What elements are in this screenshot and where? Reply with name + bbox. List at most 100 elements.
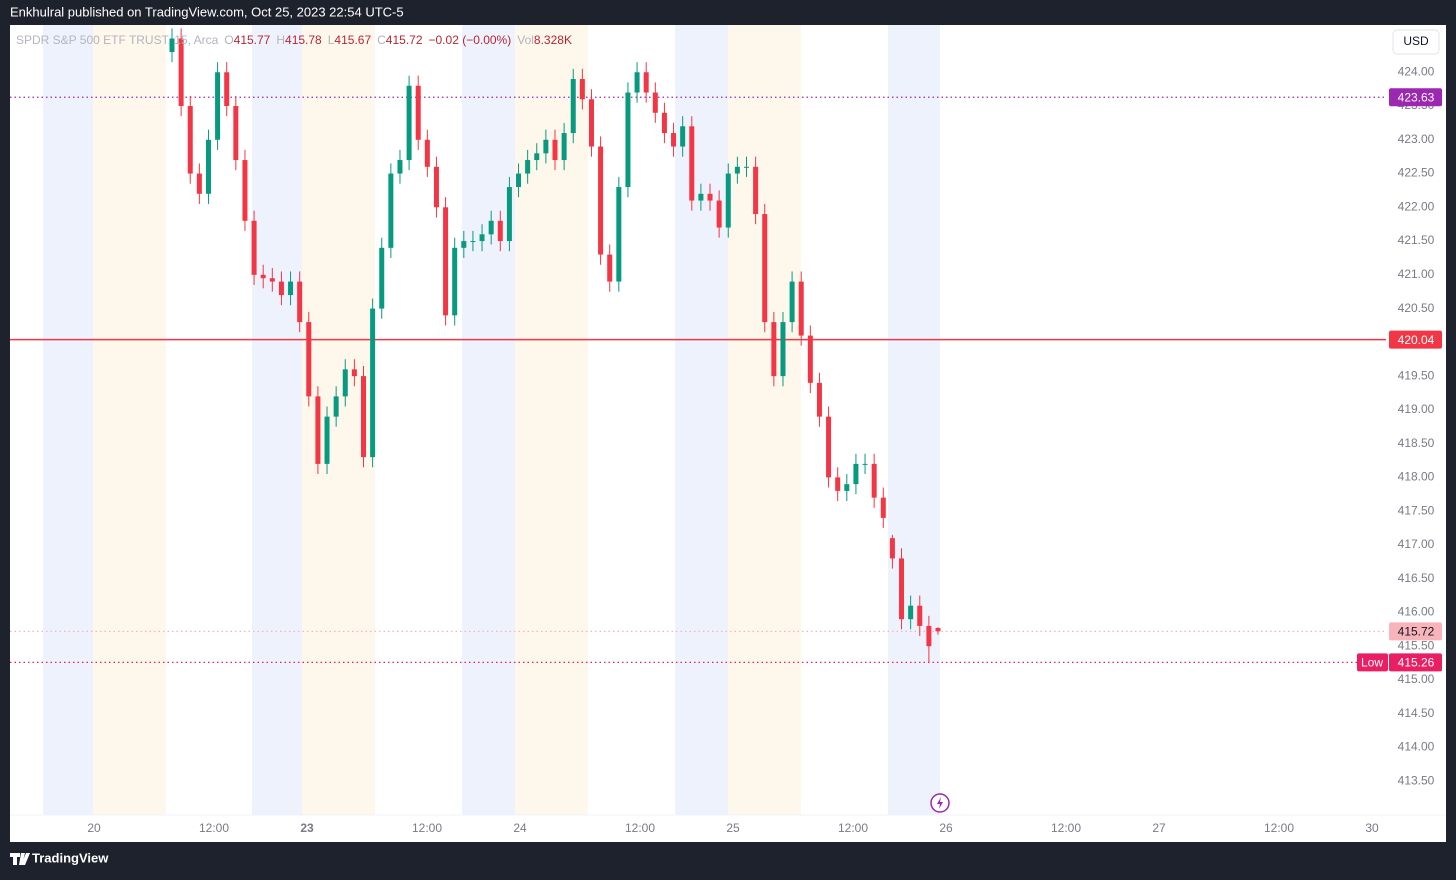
x-tick-label: 12:00: [625, 821, 655, 835]
x-tick-label: 30: [1365, 821, 1379, 835]
candle-body: [187, 106, 193, 174]
y-tick-label: 421.00: [1398, 267, 1435, 281]
candle-body: [661, 112, 667, 134]
event-bolt: [937, 797, 943, 809]
candle-body: [397, 160, 403, 174]
y-tick-label: 415.50: [1398, 638, 1435, 652]
y-tick-label: 419.50: [1398, 368, 1435, 382]
candle-body: [588, 99, 594, 147]
currency-button[interactable]: [1392, 29, 1440, 55]
candle-body: [269, 278, 275, 282]
legend-change: −0.02 (−0.00%): [429, 33, 512, 47]
y-tick-label: 416.50: [1398, 571, 1435, 585]
candle-body: [561, 133, 567, 161]
candle-body: [370, 308, 376, 458]
candle-body: [835, 477, 841, 491]
candle-body: [315, 396, 321, 464]
candle-body: [497, 220, 503, 242]
candle-body: [598, 146, 604, 255]
y-tick-label: 423.00: [1398, 132, 1435, 146]
candle-body: [698, 193, 704, 201]
candle-body: [926, 625, 932, 647]
candle-body: [433, 166, 439, 208]
y-tick-label: 415.00: [1398, 672, 1435, 686]
candle-body: [233, 106, 239, 161]
candle-body: [205, 139, 211, 194]
x-tick-label: 25: [726, 821, 740, 835]
candle-body: [470, 241, 476, 243]
candle-body: [853, 463, 859, 485]
candle-body: [689, 126, 695, 201]
legend: SPDR S&P 500 ETF TRUST, 15, Arca O415.77 H…: [16, 33, 572, 47]
afterhours-band: [515, 25, 588, 815]
legend-key: Vol: [517, 33, 534, 47]
plot: [10, 28, 1386, 664]
legend-key: H: [276, 33, 285, 47]
candle-body: [452, 247, 458, 316]
y-tick-label: 424.00: [1398, 64, 1435, 78]
candle-body: [871, 463, 877, 498]
afterhours-band: [93, 25, 166, 815]
candle-body: [899, 558, 905, 620]
candle-body: [579, 79, 585, 100]
price-tag-name: [1357, 653, 1388, 672]
premarket-band: [888, 25, 940, 815]
candle-body: [169, 38, 175, 53]
price-tag: [1389, 88, 1442, 107]
brand-logo: [10, 853, 30, 865]
price-tag-label: 423.63: [1398, 90, 1435, 104]
legend-value: 415.78: [285, 33, 322, 47]
candle-body: [798, 281, 804, 336]
candle-body: [333, 396, 339, 417]
publish-note: Enkhulral published on TradingView.com, …: [10, 4, 404, 19]
candle-body: [707, 193, 713, 201]
y-tick-label: 416.00: [1398, 605, 1435, 619]
y-tick-label: 413.50: [1398, 773, 1435, 787]
candle-body: [917, 605, 923, 626]
candle-body: [734, 166, 740, 174]
candle-body: [297, 281, 303, 323]
x-tick-label: 12:00: [1051, 821, 1081, 835]
x-tick-label: 26: [939, 821, 953, 835]
candle-body: [525, 160, 531, 174]
price-tag-name-label: Low: [1361, 656, 1383, 670]
y-tick-label: 417.00: [1398, 537, 1435, 551]
price-tag-label: 415.72: [1398, 625, 1435, 639]
y-tick-label: 418.50: [1398, 436, 1435, 450]
candle-body: [424, 139, 430, 167]
candle-body: [215, 72, 221, 140]
candle-body: [862, 463, 868, 465]
candle-body: [516, 173, 522, 188]
candle-body: [725, 173, 731, 228]
candle-body: [807, 335, 813, 383]
y-tick-label: 417.50: [1398, 503, 1435, 517]
candle-body: [762, 214, 768, 323]
candle-body: [278, 281, 284, 296]
candle-body: [406, 85, 412, 161]
candle-body: [342, 369, 348, 397]
legend-volume: 8.328K: [534, 33, 572, 47]
candle-body: [351, 369, 357, 377]
x-tick-label: 12:00: [199, 821, 229, 835]
candle-body: [607, 254, 613, 282]
candle-body: [415, 85, 421, 140]
x-tick-label: 12:00: [838, 821, 868, 835]
x-tick-label: 12:00: [412, 821, 442, 835]
candle-body: [889, 538, 895, 559]
price-tag-label: 415.26: [1398, 656, 1435, 670]
x-tick-label: 27: [1152, 821, 1166, 835]
legend-key: C: [377, 33, 386, 47]
price-tag: [1389, 653, 1442, 672]
candle-body: [816, 382, 822, 417]
candle-body: [306, 322, 312, 397]
candle-body: [242, 160, 248, 221]
candle-body: [680, 126, 686, 147]
candle-body: [479, 234, 485, 242]
candle-body: [826, 416, 832, 478]
premarket-band: [43, 25, 93, 815]
candle-body: [178, 38, 184, 107]
y-tick-label: 418.00: [1398, 470, 1435, 484]
x-tick-label: 20: [87, 821, 101, 835]
legend-key: L: [328, 33, 335, 47]
